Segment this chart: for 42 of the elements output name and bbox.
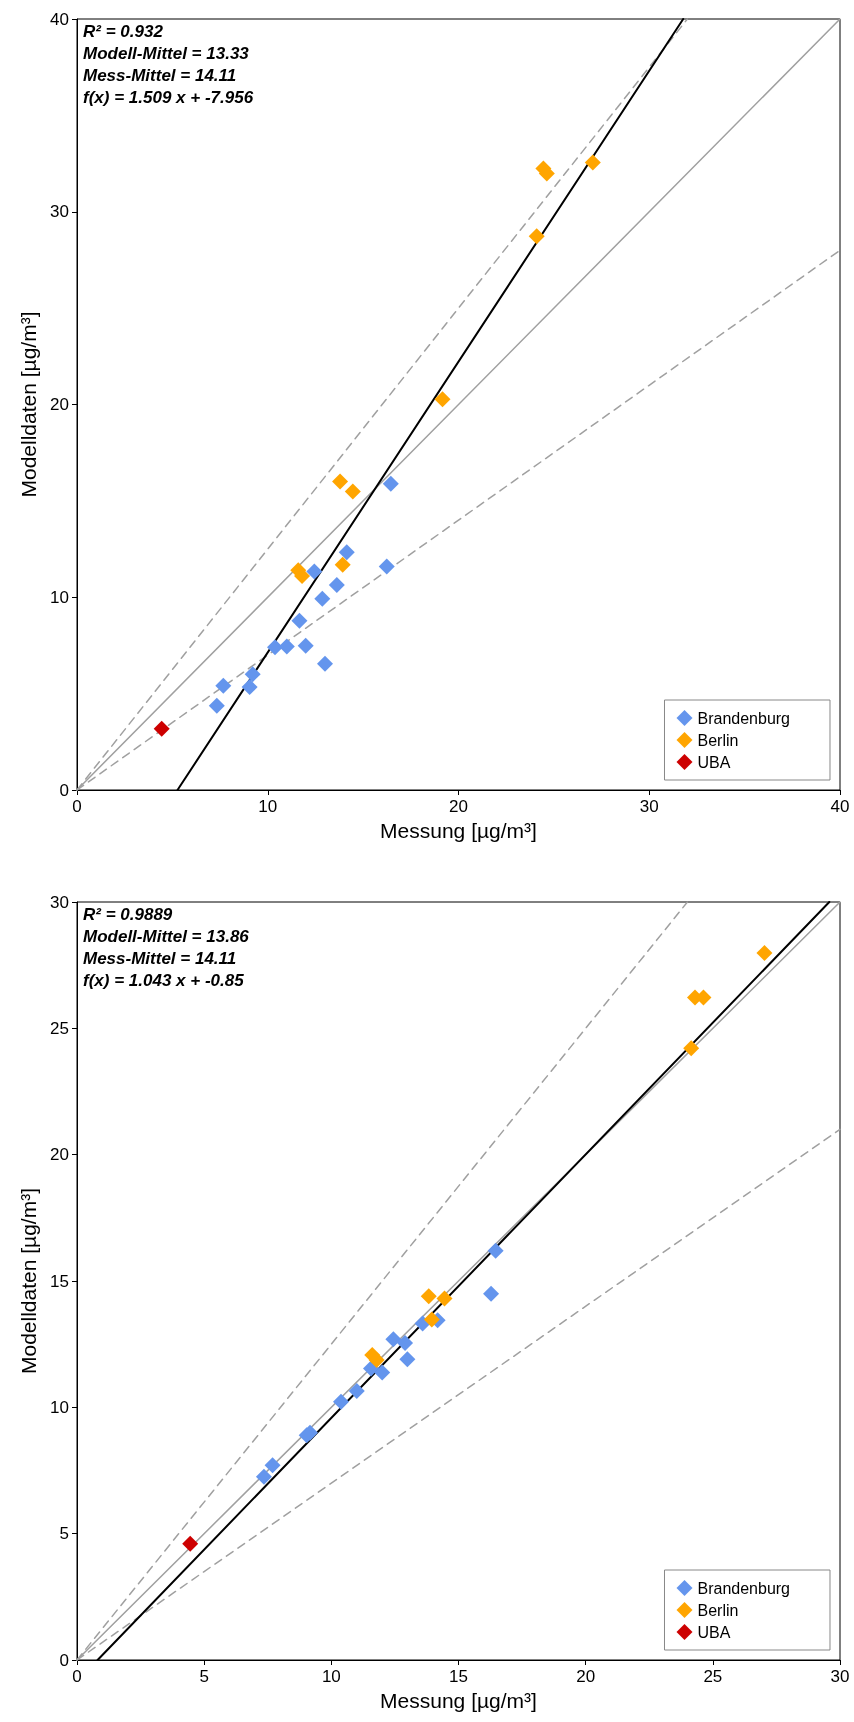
legend-label: Berlin: [697, 731, 739, 749]
y-tick-label: 10: [50, 1397, 69, 1417]
x-tick-label: 25: [703, 1667, 723, 1686]
y-tick-label: 5: [59, 1524, 69, 1544]
y-axis-title: Modelldaten [µg/m³]: [17, 1187, 41, 1375]
x-axis-title: Messung [µg/m³]: [380, 818, 537, 842]
x-tick-label: 0: [72, 797, 82, 816]
annotation: f(x) = 1.509 x + -7.956: [83, 88, 254, 107]
annotation: Mess-Mittel = 14.11: [83, 66, 237, 85]
annotation: f(x) = 1.043 x + -0.85: [83, 971, 245, 990]
y-axis-title: Modelldaten [µg/m³]: [17, 311, 41, 498]
annotation: Modell-Mittel = 13.33: [83, 44, 250, 63]
y-tick-label: 30: [50, 202, 69, 222]
x-tick-label: 40: [830, 797, 850, 816]
y-tick-label: 20: [50, 1145, 69, 1165]
y-tick-label: 25: [50, 1018, 69, 1038]
legend-label: Brandenburg: [697, 1579, 790, 1597]
x-tick-label: 10: [258, 797, 278, 816]
y-tick-label: 40: [50, 9, 69, 29]
x-tick-label: 0: [72, 1667, 82, 1686]
annotation: R² = 0.932: [83, 22, 164, 41]
y-tick-label: 15: [50, 1271, 69, 1291]
x-tick-label: 15: [449, 1667, 468, 1686]
y-tick-label: 20: [50, 395, 69, 414]
x-tick-label: 30: [639, 797, 659, 816]
legend-label: UBA: [697, 1623, 731, 1641]
annotation: R² = 0.9889: [83, 905, 173, 924]
x-tick-label: 20: [449, 797, 468, 816]
legend-label: Berlin: [697, 1601, 739, 1619]
y-tick-label: 10: [50, 587, 69, 607]
x-axis-title: Messung [µg/m³]: [380, 1688, 537, 1712]
x-tick-label: 5: [199, 1667, 209, 1686]
x-tick-label: 30: [830, 1667, 850, 1686]
legend-label: Brandenburg: [697, 709, 790, 727]
x-tick-label: 20: [576, 1667, 596, 1686]
y-tick-label: 30: [50, 892, 69, 912]
y-tick-label: 0: [59, 1650, 69, 1670]
y-tick-label: 0: [59, 780, 69, 800]
legend-label: UBA: [697, 753, 731, 771]
annotation: Modell-Mittel = 13.86: [83, 927, 250, 946]
annotation: Mess-Mittel = 14.11: [83, 949, 237, 968]
x-tick-label: 10: [321, 1667, 341, 1686]
